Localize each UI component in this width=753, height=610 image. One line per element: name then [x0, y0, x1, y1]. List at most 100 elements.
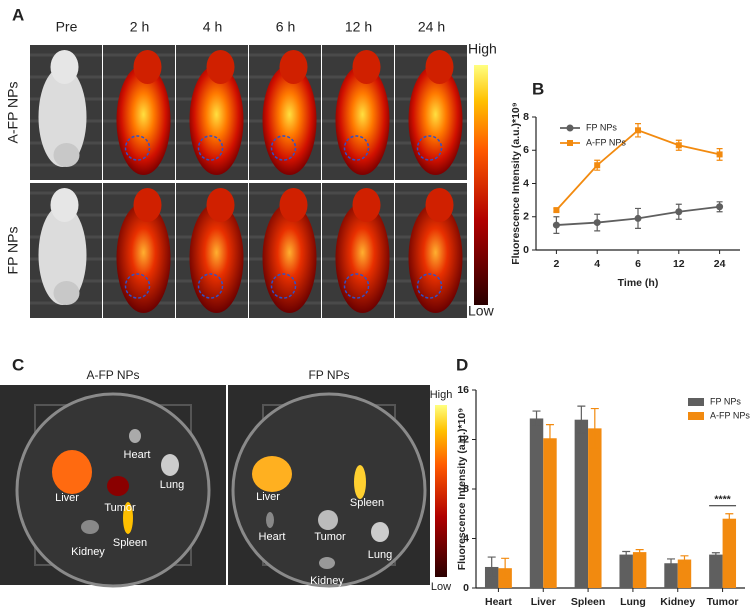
bar — [722, 518, 737, 588]
row-label: FP NPs — [5, 227, 21, 275]
organ — [266, 512, 274, 528]
scale-low: Low — [431, 581, 451, 593]
tumor-circle — [124, 135, 151, 161]
bar — [484, 566, 499, 588]
marker — [553, 207, 560, 214]
organ — [81, 520, 99, 534]
tumor — [53, 143, 80, 167]
mouse-head-signal — [206, 50, 235, 84]
dish-title: FP NPs — [308, 368, 349, 382]
scale-high: High — [468, 41, 497, 57]
marker — [593, 219, 601, 227]
legend-marker — [567, 140, 573, 146]
organ-label: Liver — [55, 492, 79, 504]
column-label: 2 h — [130, 19, 149, 35]
organ — [319, 557, 335, 569]
column-label: Pre — [56, 19, 78, 35]
mouse — [38, 205, 87, 305]
mouse-head-signal — [425, 188, 454, 222]
x-tick-label: 2 — [553, 258, 559, 270]
y-tick-label: 12 — [457, 433, 469, 445]
organ — [318, 510, 338, 530]
tumor-circle — [343, 273, 370, 299]
tumor-circle — [270, 273, 297, 299]
mouse-signal — [408, 203, 463, 313]
error-bar — [635, 549, 644, 556]
legend-swatch — [688, 412, 704, 420]
tumor-circle — [124, 273, 151, 299]
organ-label: Tumor — [104, 502, 136, 514]
mouse-head-signal — [279, 188, 308, 222]
organ-label: Kidney — [71, 546, 105, 558]
y-tick-label: 2 — [523, 211, 529, 223]
column-label: 6 h — [276, 19, 295, 35]
bar — [543, 438, 557, 588]
tumor-circle — [416, 273, 443, 299]
x-tick-label: Kidney — [660, 596, 695, 608]
mouse-signal — [262, 203, 317, 313]
y-tick-label: 0 — [523, 244, 529, 256]
marker — [675, 208, 683, 216]
organ — [371, 522, 389, 542]
panel-label: B — [532, 79, 544, 98]
x-tick-label: Liver — [531, 596, 556, 608]
x-tick-label: 12 — [673, 258, 685, 270]
column-label: 24 h — [418, 19, 445, 35]
error-bar — [711, 552, 720, 558]
organ-label: Kidney — [310, 575, 344, 587]
color-bar — [435, 405, 447, 577]
organ — [52, 450, 92, 494]
row-label: A-FP NPs — [5, 82, 21, 144]
bar — [632, 552, 647, 588]
mouse-head-signal — [279, 50, 308, 84]
bar — [588, 428, 602, 588]
column-label: 12 h — [345, 19, 372, 35]
legend-swatch — [688, 398, 704, 406]
tumor-circle — [343, 135, 370, 161]
organ — [129, 429, 141, 443]
marker — [634, 214, 642, 222]
mouse — [38, 67, 87, 167]
y-tick-label: 0 — [463, 582, 469, 594]
organ-label: Spleen — [113, 537, 147, 549]
mouse-signal — [189, 65, 244, 175]
organ-label: Lung — [160, 479, 184, 491]
y-axis-label: Fluorescence Intensity (a.u.)*10⁹ — [510, 102, 522, 265]
panel-label: C — [12, 355, 24, 374]
organ — [252, 456, 292, 492]
scale-high: High — [430, 389, 453, 401]
organ-label: Liver — [256, 491, 280, 503]
organ — [123, 502, 133, 534]
error-bar — [501, 557, 510, 579]
organ — [107, 476, 129, 496]
marker — [716, 151, 723, 158]
x-tick-label: Tumor — [707, 596, 739, 608]
organ-label: Tumor — [314, 531, 346, 543]
mouse-head-signal — [133, 50, 162, 84]
y-axis-label: Fluorescence Intensity (a.u.)*10⁹ — [456, 408, 468, 571]
annotation: **** — [714, 494, 731, 506]
tumor-circle — [416, 135, 443, 161]
panel-label: D — [456, 355, 468, 374]
bar — [664, 563, 678, 588]
error-bar — [532, 410, 541, 427]
mouse-signal — [189, 203, 244, 313]
scale-low: Low — [468, 303, 495, 319]
error-bar — [545, 424, 554, 453]
mouse-head-signal — [352, 188, 381, 222]
error-bar — [667, 558, 676, 569]
error-bar — [622, 550, 631, 559]
marker — [594, 162, 601, 169]
y-tick-label: 8 — [523, 111, 529, 123]
x-tick-label: 24 — [714, 258, 726, 270]
mouse-signal — [335, 65, 390, 175]
marker — [675, 142, 682, 149]
organ — [161, 454, 179, 476]
mouse-signal — [116, 203, 171, 313]
dish-title: A-FP NPs — [86, 368, 139, 382]
marker — [635, 127, 641, 134]
mouse-head — [50, 50, 79, 84]
color-bar — [474, 65, 488, 305]
x-tick-label: 4 — [594, 258, 600, 270]
